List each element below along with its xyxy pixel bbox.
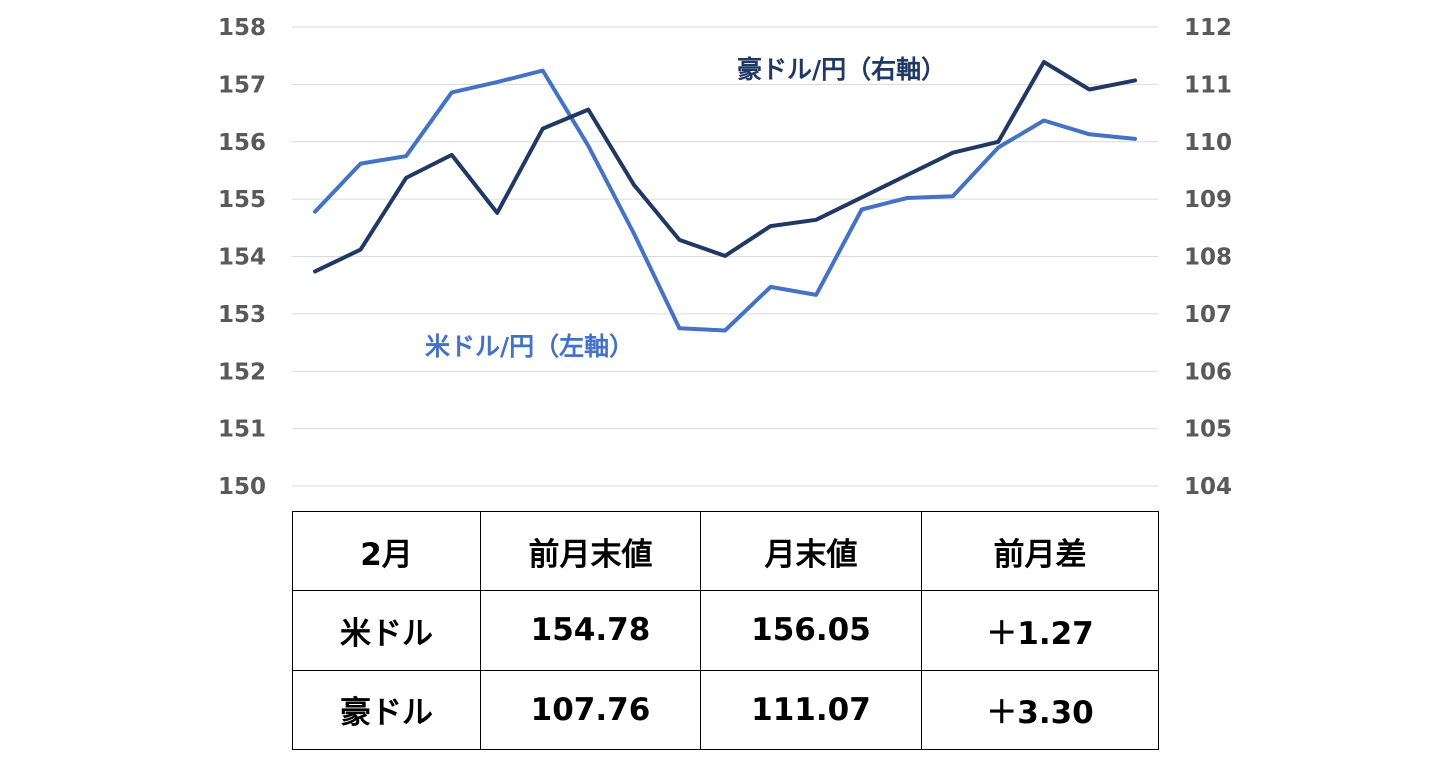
right-axis-tick-label: 106 bbox=[1184, 359, 1232, 385]
usd-series-label: 米ドル/円（左軸） bbox=[425, 332, 634, 361]
right-axis-tick-label: 109 bbox=[1184, 187, 1232, 213]
row-change: ＋3.30 bbox=[921, 669, 1159, 751]
row-prev-value: 154.78 bbox=[480, 590, 701, 671]
right-axis-tick-label: 112 bbox=[1184, 15, 1232, 41]
usd-jpy-line bbox=[313, 68, 1137, 333]
right-axis-tick-label: 104 bbox=[1184, 474, 1232, 500]
table-row: 豪ドル 107.76 111.07 ＋3.30 bbox=[292, 669, 1159, 751]
left-axis-tick-label: 156 bbox=[218, 130, 266, 156]
right-axis-tick-label: 107 bbox=[1184, 302, 1232, 328]
left-axis-tick-label: 153 bbox=[218, 302, 266, 328]
table-row: 米ドル 154.78 156.05 ＋1.27 bbox=[292, 590, 1159, 671]
right-axis-tick-label: 111 bbox=[1184, 72, 1232, 98]
left-axis-tick-label: 151 bbox=[218, 417, 266, 443]
aud-jpy-line bbox=[313, 60, 1137, 274]
header-cell-month-end: 月末値 bbox=[700, 510, 922, 592]
row-end-value: 156.05 bbox=[700, 590, 922, 671]
left-axis-tick-label: 150 bbox=[218, 474, 266, 500]
left-axis-ticks: 150 151 152 153 154 155 156 157 158 bbox=[218, 15, 266, 500]
series-lines bbox=[313, 60, 1137, 333]
left-axis-tick-label: 152 bbox=[218, 359, 266, 385]
header-cell-month: 2月 bbox=[292, 510, 481, 592]
aud-series-label: 豪ドル/円（右軸） bbox=[737, 55, 946, 84]
right-axis-tick-label: 105 bbox=[1184, 417, 1232, 443]
left-axis-tick-label: 158 bbox=[218, 15, 266, 41]
right-axis-tick-label: 110 bbox=[1184, 130, 1232, 156]
row-label: 米ドル bbox=[292, 590, 481, 671]
fx-line-chart: 150 151 152 153 154 155 156 157 158 104 105 106 107… bbox=[218, 15, 1232, 500]
table-header-row: 2月 前月末値 月末値 前月差 bbox=[292, 510, 1159, 592]
row-label: 豪ドル bbox=[292, 669, 481, 751]
left-axis-tick-label: 155 bbox=[218, 187, 266, 213]
row-change: ＋1.27 bbox=[921, 590, 1159, 671]
right-axis-ticks: 104 105 106 107 108 109 110 111 112 bbox=[1184, 15, 1232, 500]
monthly-summary-table: 2月 前月末値 月末値 前月差 米ドル 154.78 156.05 ＋1.27 … bbox=[292, 510, 1159, 751]
row-prev-value: 107.76 bbox=[480, 669, 701, 751]
row-end-value: 111.07 bbox=[700, 669, 922, 751]
header-cell-change: 前月差 bbox=[921, 510, 1159, 592]
left-axis-tick-label: 154 bbox=[218, 245, 266, 271]
header-cell-prev-month-end: 前月末値 bbox=[480, 510, 701, 592]
left-axis-tick-label: 157 bbox=[218, 72, 266, 98]
right-axis-tick-label: 108 bbox=[1184, 245, 1232, 271]
